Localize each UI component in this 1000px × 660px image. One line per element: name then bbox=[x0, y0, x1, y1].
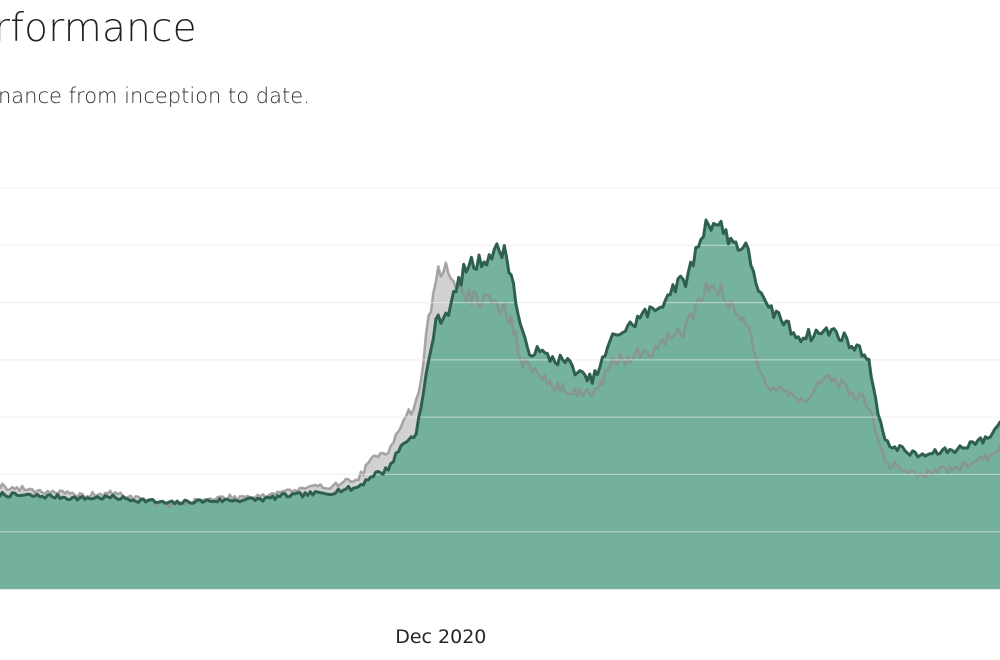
portfolio-area bbox=[0, 220, 1000, 589]
chart-title: rformance bbox=[0, 6, 197, 51]
gridlines-overlay bbox=[0, 187, 1000, 533]
x-axis-ticks: Dec 2020 bbox=[395, 626, 486, 648]
chart-subtitle: nance from inception to date. bbox=[0, 84, 310, 108]
x-tick-label: Dec 2020 bbox=[395, 626, 486, 648]
portfolio-line bbox=[0, 218, 1000, 506]
